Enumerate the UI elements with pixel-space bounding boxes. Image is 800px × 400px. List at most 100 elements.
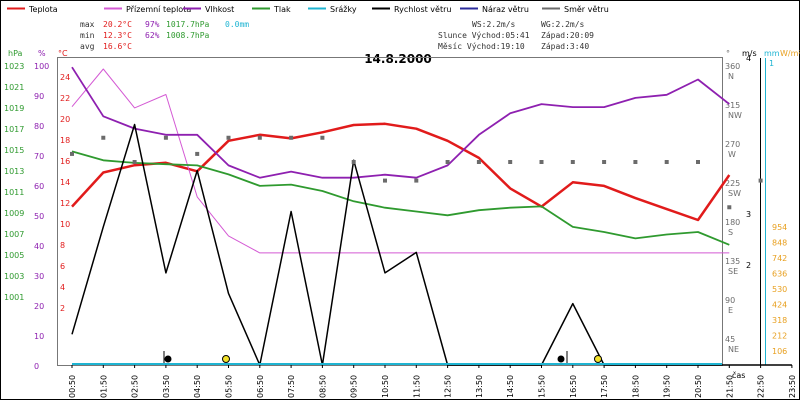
c-tick: 14 — [60, 178, 70, 187]
legend-label-1: Přízemní teplota — [126, 5, 191, 14]
pct-unit: % — [38, 49, 46, 58]
stat-avg-label: avg — [80, 42, 95, 51]
dir-name: W — [728, 150, 736, 159]
wind-dir-point — [320, 135, 325, 140]
x-tick-label: 17:50 — [600, 375, 609, 398]
dir-name: SW — [728, 189, 741, 198]
stat-min-label: min — [80, 31, 95, 40]
stat-avg-temp: 16.6°C — [103, 42, 132, 51]
hpa-tick: 1005 — [4, 251, 24, 260]
c-tick: 24 — [60, 73, 70, 82]
stat-min-temp: 12.3°C — [103, 31, 132, 40]
x-tick-label: 01:50 — [99, 375, 108, 398]
c-tick: 6 — [60, 262, 65, 271]
info-wg: WG:2.2m/s — [541, 20, 585, 29]
dir-unit: ° — [726, 49, 730, 58]
legend-label-5: Rychlost větru — [394, 5, 451, 14]
moonrise-icon — [557, 355, 565, 363]
hpa-tick: 1013 — [4, 167, 24, 176]
wind-dir-point — [383, 178, 387, 183]
dir-tick: 270 — [725, 140, 740, 149]
axes: 1023102110191017101510131011100910071005… — [4, 54, 797, 398]
wm-tick: 318 — [772, 316, 787, 325]
wind-dir-point — [633, 160, 638, 164]
x-axis-label: čas — [732, 370, 745, 380]
wm-tick: 954 — [772, 223, 787, 232]
x-tick-label: 03:50 — [162, 375, 171, 398]
hpa-tick: 1001 — [4, 293, 24, 302]
stat-max-hum: 97% — [145, 20, 160, 29]
wind-dir-point — [445, 160, 450, 164]
wm-tick: 212 — [772, 332, 787, 341]
ms-tick: 4 — [746, 54, 751, 63]
c-tick: 2 — [60, 304, 65, 313]
dir-tick: 45 — [725, 335, 735, 344]
sunset-icon — [594, 355, 602, 363]
x-tick-label: 07:50 — [287, 375, 296, 398]
c-tick: 18 — [60, 136, 70, 145]
dir-tick: 90 — [725, 296, 735, 305]
info-sun-rise: Slunce Východ:05:41 — [438, 31, 530, 40]
wm-tick: 106 — [772, 347, 787, 356]
wind-dir-point — [132, 160, 137, 164]
pct-tick: 60 — [34, 182, 44, 191]
info-ws: WS:2.2m/s — [472, 20, 516, 29]
x-tick-label: 16:50 — [569, 375, 578, 398]
pct-tick: 30 — [34, 272, 44, 281]
moon-set-icon — [164, 355, 172, 363]
x-tick-label: 18:50 — [631, 375, 640, 398]
x-tick-label: 04:50 — [193, 375, 202, 398]
chart-title: 14.8.2000 — [364, 52, 432, 66]
wind-dir-point — [257, 135, 262, 140]
markers-layer — [70, 135, 763, 363]
hpa-tick: 1019 — [4, 104, 24, 113]
dir-name: SE — [728, 267, 738, 276]
c-tick: 20 — [60, 115, 70, 124]
c-tick: 10 — [60, 220, 70, 229]
dir-tick: 360 — [725, 62, 740, 71]
stat-max-rain: 0.0mm — [225, 20, 249, 29]
x-tick-label: 00:50 — [68, 375, 77, 398]
dir-name: N — [728, 72, 734, 81]
info-moon-rise: Měsíc Východ:19:10 — [438, 42, 525, 51]
wind-dir-point — [289, 135, 294, 140]
pct-tick: 10 — [34, 332, 44, 341]
stats-block: max 20.2°C 97% 1017.7hPa 0.0mm min 12.3°… — [80, 20, 249, 51]
wm-tick: 636 — [772, 270, 787, 279]
wind-dir-point — [727, 205, 732, 210]
c-tick: 22 — [60, 94, 70, 103]
x-tick-label: 08:50 — [318, 375, 327, 398]
c-unit: °C — [58, 49, 68, 58]
x-tick-label: 21:50 — [725, 375, 734, 398]
wm-tick: 848 — [772, 239, 787, 248]
x-tick-label: 15:50 — [538, 375, 547, 398]
dir-name: NE — [728, 345, 739, 354]
wind-dir-point — [664, 160, 669, 164]
dir-tick: 225 — [725, 179, 740, 188]
pct-tick: 70 — [34, 152, 44, 161]
x-tick-label: 10:50 — [381, 375, 390, 398]
wind-dir-point — [696, 160, 700, 164]
x-tick-label: 06:50 — [256, 375, 265, 398]
hpa-tick: 1015 — [4, 146, 24, 155]
x-tick-label: 20:50 — [694, 375, 703, 398]
series-press — [71, 150, 730, 246]
axis-units: hPa % °C ° m/s mm W/m² čas — [8, 49, 800, 380]
ms-unit: m/s — [742, 49, 757, 58]
wind-dir-point — [351, 160, 356, 164]
hpa-tick: 1023 — [4, 62, 24, 71]
dir-name: S — [728, 228, 733, 237]
stat-max-label: max — [80, 20, 95, 29]
x-tick-label: 13:50 — [475, 375, 484, 398]
wm-unit: W/m² — [780, 49, 800, 58]
pct-tick: 100 — [34, 62, 49, 71]
legend-label-3: Tlak — [273, 5, 291, 14]
x-tick-label: 22:50 — [757, 375, 766, 398]
dir-tick: 315 — [725, 101, 740, 110]
wind-dir-point — [570, 160, 575, 164]
sunrise-icon — [222, 355, 230, 363]
dir-name: E — [728, 306, 733, 315]
